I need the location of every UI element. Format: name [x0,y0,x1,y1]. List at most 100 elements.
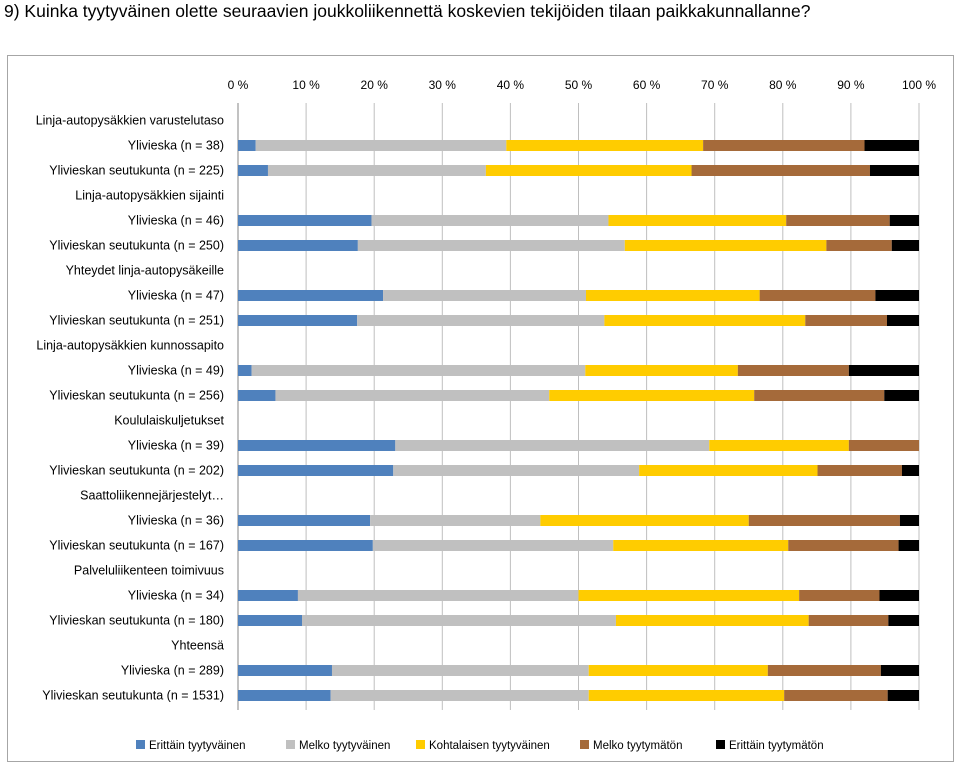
bar-segment [357,240,625,251]
legend-label: Melko tyytymätön [593,740,682,752]
bar-segment [238,665,332,676]
bar-segment [238,440,396,451]
bar-segment [393,465,640,476]
legend-swatch [286,740,295,749]
bar-segment [238,165,268,176]
bar-segment [899,515,919,526]
bar-segment [848,440,919,451]
bar-segment [639,465,818,476]
bar-segment [788,540,899,551]
legend-swatch [416,740,425,749]
bar-segment [875,290,919,301]
bar-segment [578,590,800,601]
bar-segment [848,365,919,376]
category-label: Ylivieska (n = 36) [128,514,224,528]
bar-segment [383,290,586,301]
bar-segment [372,540,614,551]
bar-segment [887,690,919,701]
category-label: Ylivieskan seutukunta (n = 167) [49,539,224,553]
legend-swatch [580,740,589,749]
legend-label: Erittäin tyytyväinen [149,740,246,752]
bar-segment [251,365,586,376]
bar-segment [826,240,892,251]
bar-segment [238,290,384,301]
bar-segment [238,315,358,326]
group-label: Palveluliikenteen toimivuus [74,564,224,578]
question-title: 9) Kuinka tyytyväinen olette seuraavien … [4,1,811,21]
bar-segment [370,515,541,526]
category-label: Ylivieska (n = 34) [128,589,224,603]
bar-segment [297,590,579,601]
bar-segment [884,390,919,401]
bar-segment [238,465,394,476]
bar-segment [330,690,589,701]
group-label: Linja-autopysäkkien kunnossapito [36,339,224,353]
group-label: Yhteydet linja-autopysäkeille [66,264,224,278]
category-label: Ylivieskan seutukunta (n = 250) [49,239,224,253]
bar-segment [238,540,373,551]
bar-segment [613,540,789,551]
bar-segment [549,390,755,401]
bar-segment [817,465,902,476]
legend-swatch [136,740,145,749]
legend-label: Erittäin tyytymätön [729,740,824,752]
bar-segment [748,515,900,526]
bar-segment [238,240,358,251]
bar-segment [889,215,919,226]
bar-segment [540,515,749,526]
x-tick-label: 70 % [701,78,729,92]
legend-label: Melko tyytyväinen [299,740,390,752]
bar-segment [784,690,888,701]
bar-segment [891,240,919,251]
x-tick-label: 0 % [228,78,249,92]
group-label: Saattoliikennejärjestelyt… [80,489,224,503]
bar-segment [238,140,256,151]
bar-segment [754,390,885,401]
stacked-bar-chart: 0 % 10 % 20 % 30 % 40 % 50 % 60 % 70 % 80 % 90 % 1… [36,78,937,752]
category-label: Ylivieska (n = 39) [128,439,224,453]
bar-segment [709,440,849,451]
bar-segment [691,165,870,176]
bar-segment [737,365,849,376]
bar-segment [759,290,876,301]
bar-segment [615,615,809,626]
category-label: Ylivieskan seutukunta (n = 251) [49,314,224,328]
bar-segment [238,615,303,626]
group-label: Linja-autopysäkkien sijainti [75,189,224,203]
bar-segment [585,365,738,376]
x-tick-label: 50 % [565,78,593,92]
category-label: Ylivieskan seutukunta (n = 256) [49,389,224,403]
bar-segment [869,165,919,176]
bar-segment [588,665,768,676]
category-label: Ylivieskan seutukunta (n = 180) [49,614,224,628]
bar-segment [608,215,787,226]
category-label: Ylivieska (n = 47) [128,289,224,303]
bar-segment [880,665,919,676]
x-tick-label: 20 % [361,78,389,92]
category-label: Ylivieskan seutukunta (n = 1531) [42,689,224,703]
category-label: Ylivieska (n = 289) [121,664,224,678]
bar-segment [238,515,371,526]
category-label: Ylivieska (n = 49) [128,364,224,378]
legend-swatch [716,740,725,749]
bar-segment [238,590,298,601]
bar-segment [267,165,486,176]
bar-segment [238,215,372,226]
bar-segment [506,140,704,151]
category-label: Ylivieskan seutukunta (n = 202) [49,464,224,478]
bar-segment [238,390,276,401]
category-label: Ylivieska (n = 38) [128,139,224,153]
bar-segment [485,165,692,176]
bar-segment [879,590,919,601]
bar-segment [331,665,589,676]
bar-segment [371,215,609,226]
legend-label: Kohtalaisen tyytyväinen [429,740,550,752]
group-label: Yhteensä [171,639,224,653]
bar-segment [238,690,331,701]
bar-segment [886,315,919,326]
x-tick-label: 100 % [902,78,936,92]
bar-segment [888,615,919,626]
bar-segment [395,440,710,451]
x-tick-label: 10 % [292,78,320,92]
x-tick-label: 90 % [837,78,865,92]
